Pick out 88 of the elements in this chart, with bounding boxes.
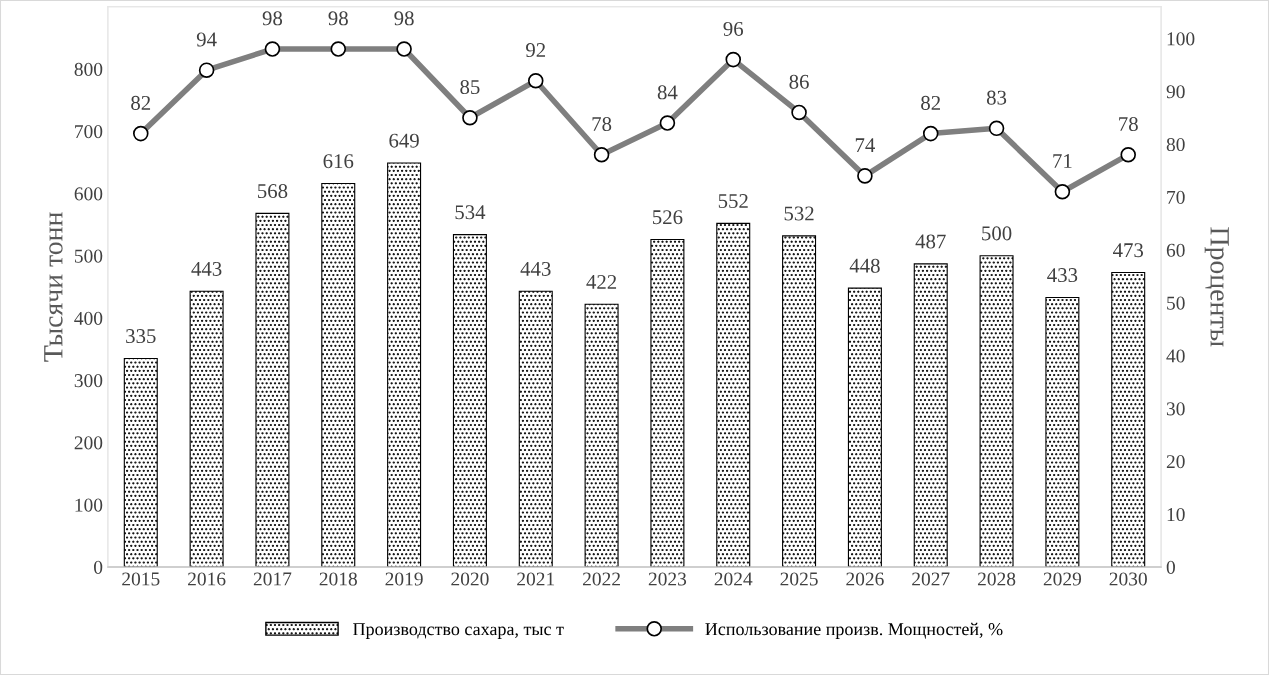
legend-label: Производство сахара, тыс т <box>353 623 564 639</box>
y-tick-label: 0 <box>94 560 103 574</box>
data-label: 78 <box>1119 117 1138 132</box>
y-tick-label: 700 <box>75 125 103 139</box>
bar <box>255 212 290 567</box>
data-label: 82 <box>131 95 151 110</box>
y2-axis-title: Проценты <box>1204 227 1229 347</box>
data-label: 534 <box>455 205 486 220</box>
bar <box>1111 272 1146 567</box>
bar <box>189 290 224 567</box>
y2-tick-label: 50 <box>1167 296 1185 310</box>
data-label: 487 <box>915 234 946 249</box>
data-label: 71 <box>1053 154 1072 168</box>
y-axis-title: Тысячи тонн <box>44 212 63 362</box>
y2-tick-label: 30 <box>1166 402 1185 416</box>
x-tick-label: 2022 <box>582 572 620 586</box>
data-label: 433 <box>1047 268 1078 283</box>
bar <box>716 222 751 567</box>
data-label: 98 <box>394 11 414 26</box>
y2-tick-label: 20 <box>1166 455 1185 469</box>
x-tick-label: 2021 <box>517 572 555 586</box>
y-tick-label: 400 <box>74 311 103 325</box>
y-tick-label: 800 <box>74 62 103 76</box>
data-label: 98 <box>328 11 348 26</box>
bar <box>650 239 685 567</box>
bar <box>387 162 422 567</box>
x-tick-label: 2030 <box>1109 572 1147 586</box>
data-label: 500 <box>982 226 1012 241</box>
x-tick-label: 2027 <box>912 572 950 586</box>
x-tick-label: 2023 <box>648 572 687 586</box>
data-label: 85 <box>460 80 480 95</box>
data-label: 422 <box>586 274 617 289</box>
y2-tick-label: 70 <box>1167 190 1185 204</box>
data-label: 448 <box>849 258 880 273</box>
legend-label: Использование произв. Мощностей, % <box>705 622 1003 639</box>
x-tick-label: 2017 <box>253 572 292 586</box>
data-label: 649 <box>389 133 419 148</box>
y-tick-label: 100 <box>75 498 103 512</box>
bar <box>321 182 356 567</box>
data-label: 443 <box>191 261 222 276</box>
x-tick-label: 2029 <box>1043 572 1082 586</box>
y-tick-label: 500 <box>74 249 103 263</box>
y2-tick-label: 0 <box>1166 560 1175 574</box>
x-tick-label: 2016 <box>188 572 226 586</box>
bar <box>913 263 948 567</box>
data-label: 94 <box>196 32 217 47</box>
x-tick-label: 2028 <box>977 572 1016 586</box>
data-label: 82 <box>921 95 940 110</box>
y-tick-label: 600 <box>74 187 103 201</box>
data-label: 552 <box>718 194 748 209</box>
data-label: 568 <box>258 184 288 199</box>
y2-tick-label: 100 <box>1167 32 1195 46</box>
bar <box>584 303 619 567</box>
bar <box>1045 296 1080 567</box>
y2-tick-label: 60 <box>1166 243 1185 257</box>
y2-tick-label: 90 <box>1166 85 1185 99</box>
data-label: 74 <box>855 138 875 152</box>
data-label: 83 <box>986 90 1007 105</box>
bar <box>518 290 553 567</box>
data-label: 616 <box>323 154 354 169</box>
y2-tick-label: 10 <box>1167 507 1185 522</box>
bar <box>782 235 817 567</box>
y-tick-label: 200 <box>74 436 103 450</box>
data-label: 98 <box>262 11 283 26</box>
data-label: 78 <box>592 117 612 132</box>
bar <box>847 287 882 567</box>
y2-tick-label: 40 <box>1166 349 1185 363</box>
data-label: 443 <box>520 261 551 276</box>
x-tick-label: 2015 <box>122 572 160 586</box>
bar <box>452 234 487 567</box>
data-label: 532 <box>784 206 814 221</box>
data-label: 473 <box>1113 243 1144 258</box>
y-tick-label: 300 <box>74 374 103 388</box>
data-label: 96 <box>723 21 744 36</box>
x-tick-label: 2025 <box>780 572 818 586</box>
data-label: 92 <box>526 43 546 58</box>
x-tick-label: 2024 <box>714 572 753 586</box>
x-tick-label: 2018 <box>319 572 357 586</box>
data-label: 526 <box>653 210 683 225</box>
x-tick-label: 2020 <box>451 572 489 586</box>
y2-tick-label: 80 <box>1166 137 1185 152</box>
data-label: 84 <box>657 85 678 100</box>
data-label: 86 <box>789 74 809 89</box>
x-tick-label: 2019 <box>385 572 423 586</box>
bar <box>123 357 158 567</box>
x-tick-label: 2026 <box>846 572 884 586</box>
data-label: 335 <box>126 329 156 344</box>
bar <box>979 255 1014 567</box>
